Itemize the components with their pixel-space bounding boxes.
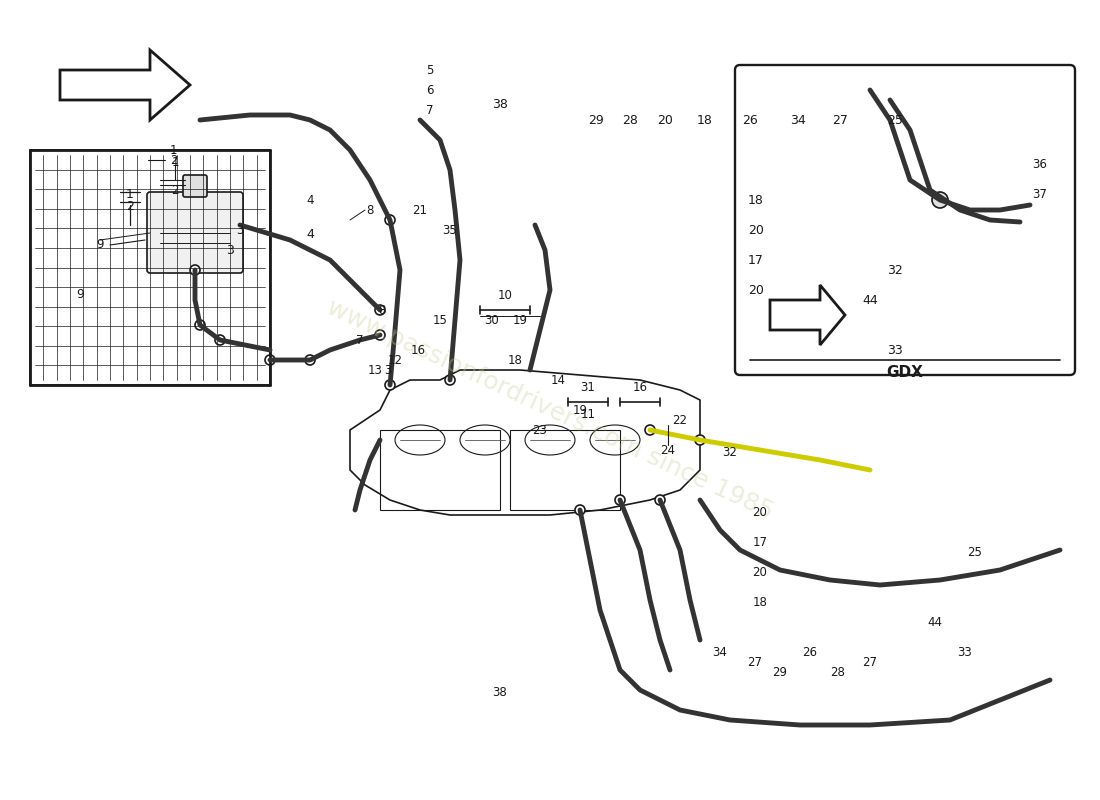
Text: 18: 18 xyxy=(697,114,713,126)
Text: 20: 20 xyxy=(657,114,673,126)
Text: 28: 28 xyxy=(830,666,846,678)
Text: 27: 27 xyxy=(748,655,762,669)
Text: 2: 2 xyxy=(126,201,134,214)
Text: 9: 9 xyxy=(76,289,84,302)
Text: 38: 38 xyxy=(493,686,507,698)
Text: 34: 34 xyxy=(790,114,806,126)
Text: 32: 32 xyxy=(723,446,737,458)
Text: 21: 21 xyxy=(412,203,428,217)
Text: 5: 5 xyxy=(427,63,433,77)
Text: 4: 4 xyxy=(306,194,313,206)
Text: 1: 1 xyxy=(172,155,178,169)
Text: 32: 32 xyxy=(887,263,903,277)
Text: 36: 36 xyxy=(1033,158,1047,171)
Text: 2: 2 xyxy=(170,154,177,166)
Text: 7: 7 xyxy=(356,334,364,346)
Text: 7: 7 xyxy=(427,103,433,117)
Text: 22: 22 xyxy=(672,414,688,426)
Text: 11: 11 xyxy=(581,407,595,421)
Text: 16: 16 xyxy=(410,343,426,357)
Circle shape xyxy=(932,192,948,208)
Text: 3: 3 xyxy=(236,223,244,237)
Text: 37: 37 xyxy=(1033,189,1047,202)
Circle shape xyxy=(375,330,385,340)
Text: 34: 34 xyxy=(713,646,727,658)
Text: 6: 6 xyxy=(427,83,433,97)
Text: GDX: GDX xyxy=(887,365,923,380)
Text: 26: 26 xyxy=(742,114,758,126)
Circle shape xyxy=(446,375,455,385)
FancyBboxPatch shape xyxy=(183,175,207,197)
Text: 28: 28 xyxy=(623,114,638,126)
Circle shape xyxy=(195,320,205,330)
Text: 10: 10 xyxy=(497,289,513,302)
Circle shape xyxy=(645,425,654,435)
Circle shape xyxy=(190,265,200,275)
Text: 35: 35 xyxy=(442,223,458,237)
Circle shape xyxy=(575,505,585,515)
Circle shape xyxy=(265,355,275,365)
Text: 2: 2 xyxy=(172,183,178,197)
Text: 29: 29 xyxy=(588,114,604,126)
Text: 8: 8 xyxy=(366,203,374,217)
Text: 20: 20 xyxy=(752,566,768,578)
Text: 18: 18 xyxy=(752,595,768,609)
FancyBboxPatch shape xyxy=(147,192,243,273)
Text: 17: 17 xyxy=(752,535,768,549)
Text: 27: 27 xyxy=(832,114,848,126)
Text: 38: 38 xyxy=(492,98,508,111)
Circle shape xyxy=(385,215,395,225)
Text: 25: 25 xyxy=(887,114,903,126)
Circle shape xyxy=(385,380,395,390)
Text: 31: 31 xyxy=(581,381,595,394)
Text: 33: 33 xyxy=(958,646,972,658)
Text: 20: 20 xyxy=(748,283,763,297)
Circle shape xyxy=(654,495,666,505)
Text: 15: 15 xyxy=(432,314,448,326)
Text: 30: 30 xyxy=(485,314,499,326)
Text: 4: 4 xyxy=(306,229,313,242)
Text: 16: 16 xyxy=(632,381,648,394)
Text: 18: 18 xyxy=(507,354,522,366)
Text: 19: 19 xyxy=(572,403,587,417)
Text: 8: 8 xyxy=(378,303,386,317)
Text: 33: 33 xyxy=(887,343,903,357)
Text: www.passionfordrivers.com since 1985: www.passionfordrivers.com since 1985 xyxy=(323,296,777,524)
FancyBboxPatch shape xyxy=(735,65,1075,375)
Text: 20: 20 xyxy=(752,506,768,518)
Text: 1: 1 xyxy=(170,143,177,157)
Text: 20: 20 xyxy=(748,223,763,237)
Text: 26: 26 xyxy=(803,646,817,658)
Text: 27: 27 xyxy=(862,655,878,669)
Text: 3: 3 xyxy=(384,363,392,377)
Text: 1: 1 xyxy=(126,189,134,202)
Circle shape xyxy=(305,355,315,365)
Text: 23: 23 xyxy=(532,423,548,437)
Text: 29: 29 xyxy=(772,666,788,678)
Text: 17: 17 xyxy=(748,254,763,266)
Text: 12: 12 xyxy=(387,354,403,366)
Circle shape xyxy=(615,495,625,505)
Circle shape xyxy=(375,305,385,315)
Text: 14: 14 xyxy=(550,374,565,386)
Text: 44: 44 xyxy=(927,615,943,629)
Circle shape xyxy=(695,435,705,445)
Text: 25: 25 xyxy=(968,546,982,558)
Circle shape xyxy=(214,335,225,345)
Text: 18: 18 xyxy=(748,194,763,206)
Text: 44: 44 xyxy=(862,294,878,306)
Text: 9: 9 xyxy=(97,238,103,251)
Text: 3: 3 xyxy=(227,243,234,257)
Text: 24: 24 xyxy=(660,443,675,457)
Text: 19: 19 xyxy=(513,314,528,326)
Text: 13: 13 xyxy=(367,363,383,377)
